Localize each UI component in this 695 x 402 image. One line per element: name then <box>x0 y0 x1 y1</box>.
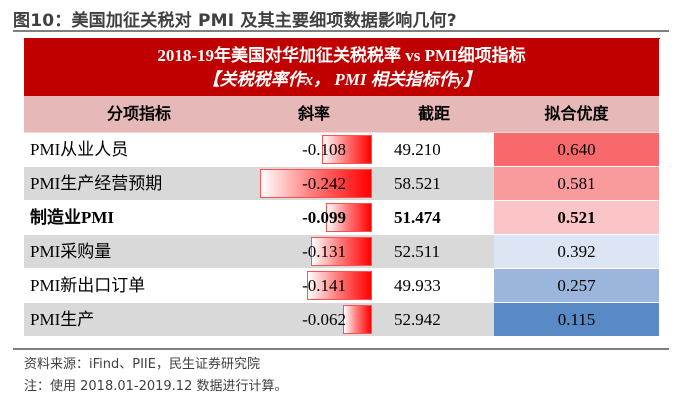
cell-r-squared: 0.392 <box>494 235 659 268</box>
cell-intercept: 49.210 <box>394 140 441 159</box>
slope-data-bar <box>306 271 372 300</box>
slope-data-bar <box>343 305 372 334</box>
title-divider <box>13 30 669 32</box>
cell-indicator: 制造业PMI <box>30 208 115 227</box>
cell-slope: -0.108 <box>254 133 374 166</box>
cell-slope: -0.242 <box>254 167 374 200</box>
slope-value: -0.099 <box>302 208 346 227</box>
table-top-rule <box>24 38 660 39</box>
table-row: PMI从业人员 -0.108 49.210 0.640 <box>24 133 659 167</box>
regression-table: 2018-19年美国对华加征关税税率 vs PMI细项指标 【关税税率作x， P… <box>24 39 659 337</box>
cell-indicator: PMI生产经营预期 <box>30 174 163 193</box>
cell-intercept: 52.511 <box>394 242 441 261</box>
cell-r-squared: 0.640 <box>494 133 659 166</box>
cell-slope: -0.062 <box>254 303 374 336</box>
table-row: PMI采购量 -0.131 52.511 0.392 <box>24 235 659 269</box>
slope-value: -0.108 <box>302 140 346 159</box>
cell-intercept: 49.933 <box>394 276 441 295</box>
table-row: PMI新出口订单 -0.141 49.933 0.257 <box>24 269 659 303</box>
cell-slope: -0.131 <box>254 235 374 268</box>
slope-data-bar <box>322 135 372 164</box>
cell-indicator: PMI新出口订单 <box>30 276 146 295</box>
cell-slope: -0.099 <box>254 201 374 234</box>
slope-value: -0.141 <box>302 276 346 295</box>
table-row: PMI生产经营预期 -0.242 58.521 0.581 <box>24 167 659 201</box>
footer-divider <box>13 348 669 350</box>
cell-r-squared: 0.581 <box>494 167 659 200</box>
cell-indicator: PMI生产 <box>30 310 95 329</box>
cell-indicator: PMI从业人员 <box>30 140 129 159</box>
header-r-squared: 拟合优度 <box>544 104 609 123</box>
slope-data-bar <box>311 237 372 266</box>
header-intercept: 截距 <box>417 104 450 123</box>
slope-data-bar <box>326 203 372 232</box>
slope-value: -0.242 <box>302 174 346 193</box>
figure-title: 图10：美国加征关税对 PMI 及其主要细项数据影响几何? <box>13 11 457 31</box>
cell-r-squared: 0.115 <box>494 303 659 336</box>
slope-value: -0.062 <box>302 310 346 329</box>
calc-note: 注：使用 2018.01-2019.12 数据进行计算。 <box>24 379 288 394</box>
slope-data-bar <box>260 169 372 198</box>
header-indicator: 分项指标 <box>106 104 171 123</box>
cell-intercept: 52.942 <box>394 310 441 329</box>
table-banner: 2018-19年美国对华加征关税税率 vs PMI细项指标 【关税税率作x， P… <box>24 39 659 96</box>
cell-intercept: 58.521 <box>394 174 441 193</box>
cell-r-squared: 0.521 <box>494 201 659 234</box>
banner-title: 2018-19年美国对华加征关税税率 vs PMI细项指标 <box>157 46 526 65</box>
table-header: 分项指标 斜率 截距 拟合优度 <box>24 96 659 133</box>
cell-r-squared: 0.257 <box>494 269 659 302</box>
banner-subtitle: 【关税税率作x， PMI 相关指标作y】 <box>202 70 481 89</box>
slope-value: -0.131 <box>302 242 346 261</box>
cell-intercept: 51.474 <box>394 208 441 227</box>
header-slope: 斜率 <box>297 104 330 123</box>
cell-slope: -0.141 <box>254 269 374 302</box>
table-row: 制造业PMI -0.099 51.474 0.521 <box>24 201 659 235</box>
table-row: PMI生产 -0.062 52.942 0.115 <box>24 303 659 337</box>
cell-indicator: PMI采购量 <box>30 242 112 261</box>
source-note: 资料来源：iFind、PIIE，民生证券研究院 <box>24 357 260 372</box>
